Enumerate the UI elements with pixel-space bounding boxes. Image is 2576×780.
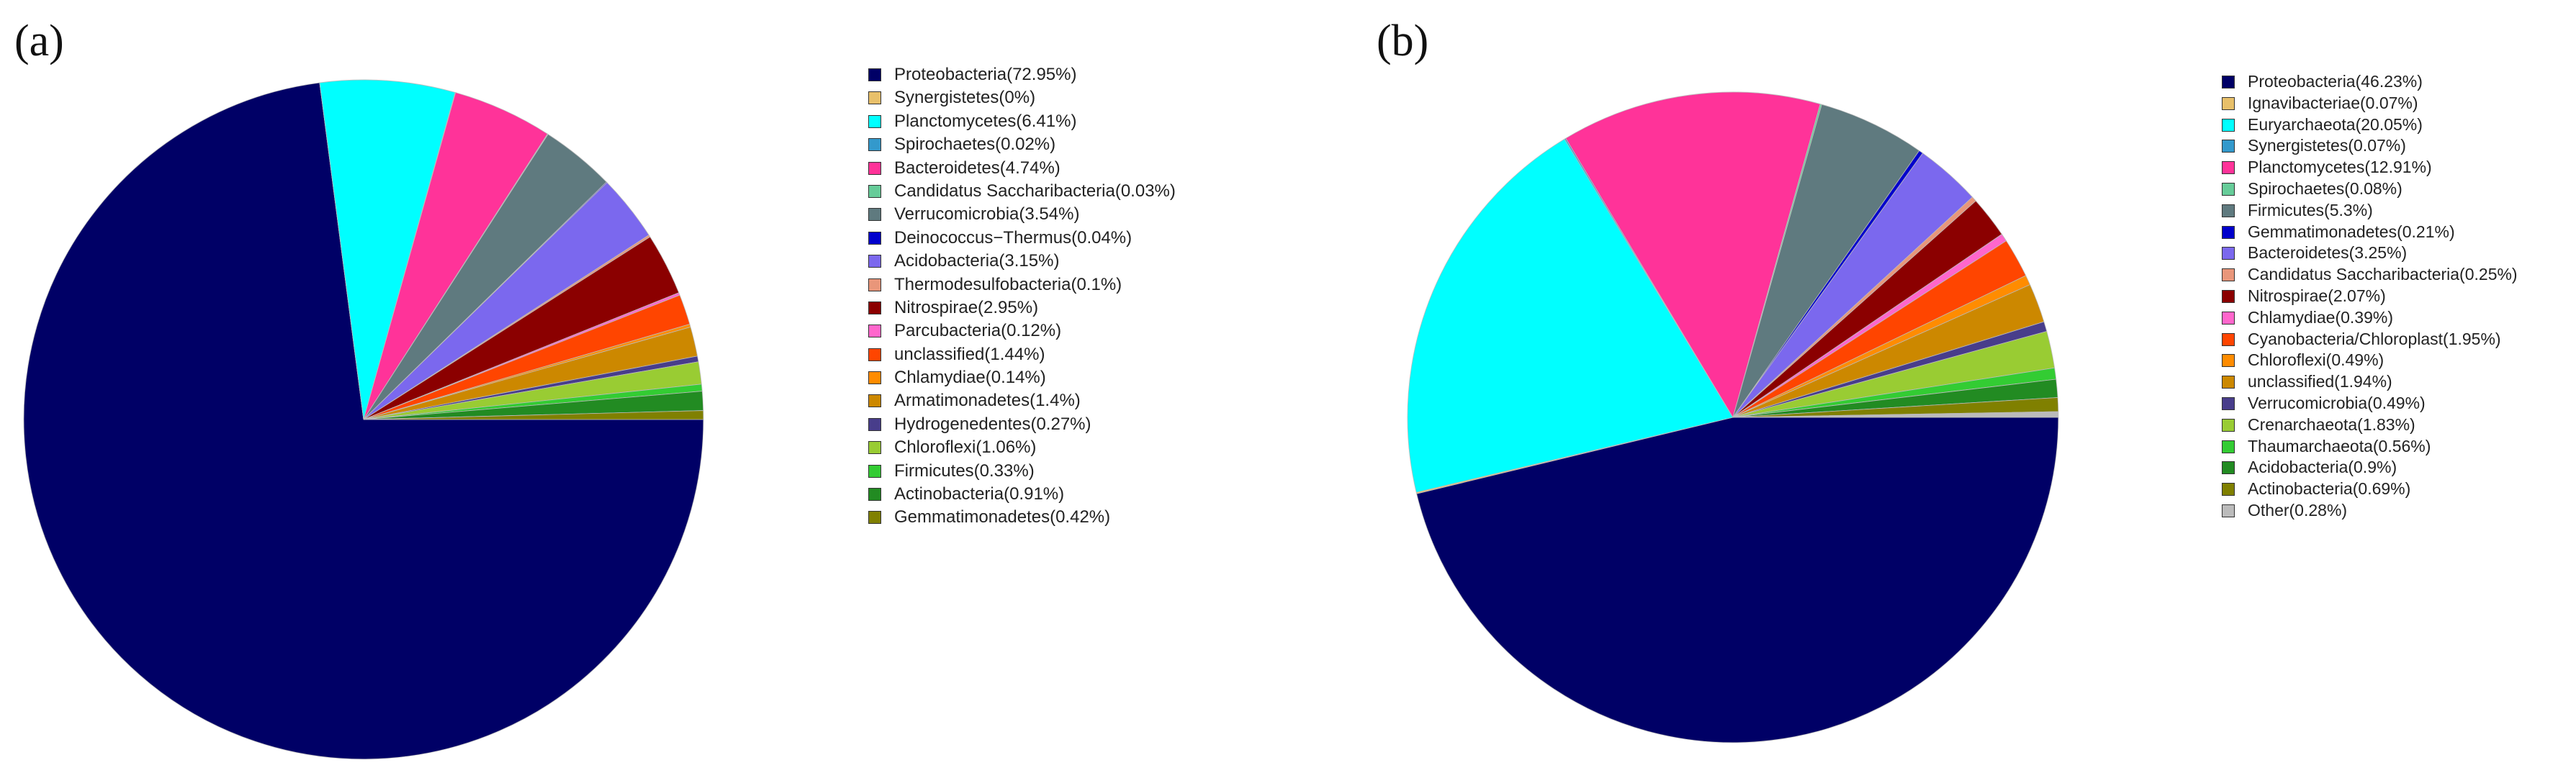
legend-label: Chlamydiae(0.14%) xyxy=(894,368,1046,388)
legend-swatch xyxy=(868,161,881,175)
legend-label: Parcubacteria(0.12%) xyxy=(894,321,1062,341)
legend-swatch xyxy=(2222,289,2235,303)
legend-label: Nitrospirae(2.95%) xyxy=(894,297,1039,317)
legend-swatch xyxy=(868,184,881,198)
legend-label: Planctomycetes(6.41%) xyxy=(894,111,1077,131)
legend-label: Firmicutes(5.3%) xyxy=(2248,200,2373,219)
pie-slice xyxy=(1732,411,2059,418)
legend-swatch xyxy=(2222,268,2235,282)
legend-label: Other(0.28%) xyxy=(2248,500,2348,520)
legend-label: Gemmatimonadetes(0.21%) xyxy=(2248,222,2455,241)
legend-label: Spirochaetes(0.02%) xyxy=(894,135,1056,155)
pie-slice xyxy=(1732,104,1920,418)
legend-swatch xyxy=(868,394,881,408)
legend-label: Spirochaetes(0.08%) xyxy=(2248,178,2402,198)
legend-label: Proteobacteria(72.95%) xyxy=(894,65,1077,84)
legend-label: Synergistetes(0%) xyxy=(894,88,1036,108)
legend-swatch xyxy=(2222,161,2235,175)
legend-label: Deinococcus−Thermus(0.04%) xyxy=(894,227,1132,248)
legend-swatch xyxy=(2222,247,2235,260)
legend-swatch xyxy=(2222,483,2235,496)
legend-label: Thaumarchaeota(0.56%) xyxy=(2248,436,2431,455)
legend-swatch xyxy=(2222,76,2235,89)
legend-swatch xyxy=(2222,140,2235,153)
pie-slice xyxy=(1416,417,2059,743)
legend-label: Thermodesulfobacteria(0.1%) xyxy=(894,274,1122,294)
legend-swatch xyxy=(2222,225,2235,239)
legend-label: Euryarchaeota(20.05%) xyxy=(2248,114,2423,134)
legend-label: Armatimonadetes(1.4%) xyxy=(894,391,1081,411)
pie-slice xyxy=(363,410,704,420)
legend-swatch xyxy=(868,511,881,525)
legend-label: Gemmatimonadetes(0.42%) xyxy=(894,507,1111,527)
legend-swatch xyxy=(2222,311,2235,325)
legend-label: Proteobacteria(46.23%) xyxy=(2248,72,2423,91)
legend-swatch xyxy=(2222,418,2235,432)
legend-swatch xyxy=(868,348,881,361)
legend-swatch xyxy=(2222,354,2235,368)
legend-label: Verrucomicrobia(3.54%) xyxy=(894,204,1080,225)
panel-label-a: (a) xyxy=(14,17,64,65)
legend-swatch xyxy=(868,278,881,291)
legend-swatch xyxy=(2222,376,2235,389)
legend-label: Candidatus Saccharibacteria(0.03%) xyxy=(894,181,1176,201)
legend-swatch xyxy=(868,301,881,314)
legend-swatch xyxy=(2222,118,2235,132)
legend-label: Bacteroidetes(4.74%) xyxy=(894,158,1060,178)
legend-swatch xyxy=(2222,440,2235,453)
legend-label: Chloroflexi(1.06%) xyxy=(894,437,1037,458)
legend-swatch xyxy=(868,441,881,455)
legend-swatch xyxy=(2222,332,2235,346)
pie-slice xyxy=(1565,91,1821,419)
legend-label: Firmicutes(0.33%) xyxy=(894,461,1035,481)
legend-swatch xyxy=(868,255,881,268)
legend-label: Nitrospirae(2.07%) xyxy=(2248,286,2386,305)
legend-label: Acidobacteria(3.15%) xyxy=(894,251,1060,271)
pie-slice xyxy=(1407,138,1734,493)
legend-swatch xyxy=(2222,504,2235,517)
legend-swatch xyxy=(2222,204,2235,217)
panel-label-b: (b) xyxy=(1377,17,1429,65)
legend-label: Bacteroidetes(3.25%) xyxy=(2248,243,2408,263)
legend-swatch xyxy=(868,371,881,385)
legend-label: Ignavibacteriae(0.07%) xyxy=(2248,93,2418,112)
pie-slice xyxy=(319,79,456,420)
legend-label: Actinobacteria(0.91%) xyxy=(894,484,1065,504)
legend-swatch xyxy=(2222,96,2235,110)
legend-swatch xyxy=(868,91,881,105)
legend-label: Actinobacteria(0.69%) xyxy=(2248,479,2411,499)
legend-swatch xyxy=(868,231,881,245)
legend-label: Verrucomicrobia(0.49%) xyxy=(2248,393,2426,412)
legend-label: Crenarchaeota(1.83%) xyxy=(2248,414,2415,434)
legend-swatch xyxy=(2222,461,2235,475)
legend-swatch xyxy=(868,464,881,478)
legend-swatch xyxy=(2222,396,2235,410)
legend-label: Hydrogenedentes(0.27%) xyxy=(894,414,1091,434)
legend-swatch xyxy=(868,325,881,338)
legend-label: Acidobacteria(0.9%) xyxy=(2248,458,2397,477)
legend-swatch xyxy=(868,417,881,431)
legend-swatch xyxy=(2222,182,2235,196)
legend-swatch xyxy=(868,208,881,222)
legend-swatch xyxy=(868,138,881,152)
legend-label: Candidatus Saccharibacteria(0.25%) xyxy=(2248,265,2518,284)
legend-label: Synergistetes(0.07%) xyxy=(2248,136,2406,155)
legend-label: Chloroflexi(0.49%) xyxy=(2248,350,2384,370)
legend-swatch xyxy=(868,68,881,81)
legend-swatch xyxy=(868,114,881,128)
legend-label: Chlamydiae(0.39%) xyxy=(2248,307,2393,327)
legend-label: unclassified(1.44%) xyxy=(894,344,1045,364)
legend-swatch xyxy=(868,488,881,502)
pie-slice xyxy=(23,82,704,760)
legend-label: Planctomycetes(12.91%) xyxy=(2248,158,2432,177)
legend-label: Cyanobacteria/Chloroplast(1.95%) xyxy=(2248,329,2501,348)
legend-label: unclassified(1.94%) xyxy=(2248,372,2392,391)
